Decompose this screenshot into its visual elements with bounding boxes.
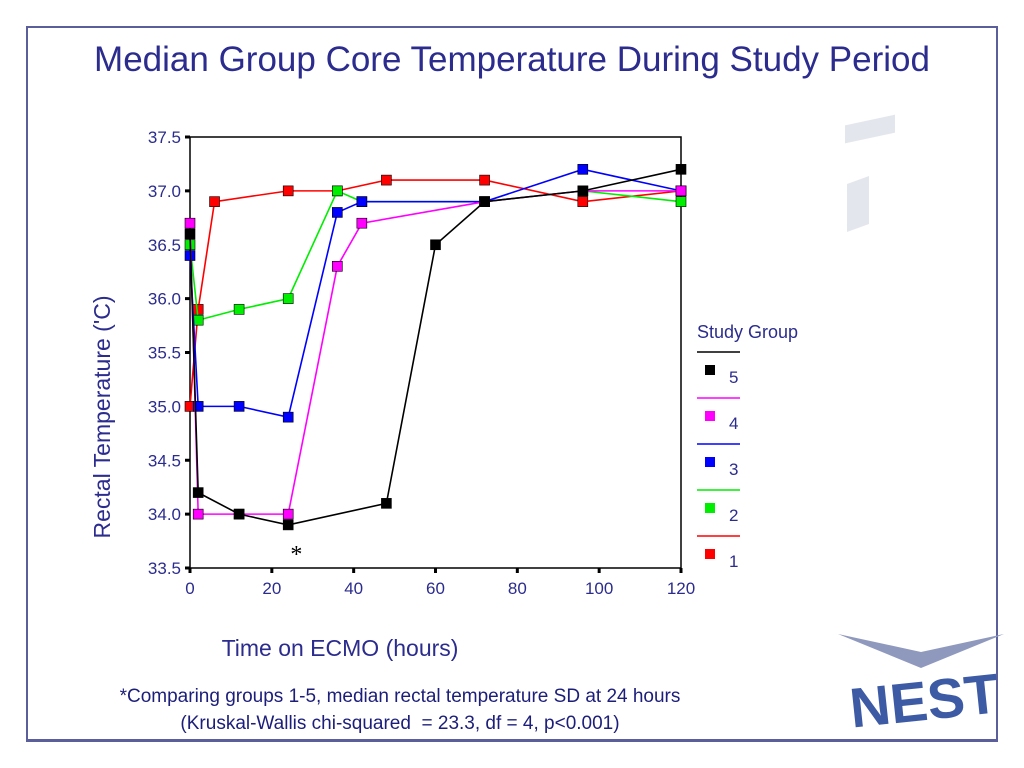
data-point-group-5 (381, 498, 392, 509)
data-point-group-3 (192, 401, 204, 412)
data-point-group-5 (282, 519, 294, 531)
data-point-group-5 (479, 196, 490, 207)
legend-marker-group-5 (705, 365, 715, 375)
data-point-group-4 (192, 508, 204, 520)
y-axis-label: Rectal Temperature ('C) (89, 296, 115, 539)
data-point-group-4 (331, 260, 343, 272)
data-point-group-1 (381, 174, 392, 186)
series-line-group-5 (189, 168, 682, 526)
series-line-group-1 (189, 179, 682, 407)
legend-title: Study Group (697, 322, 798, 342)
y-tick-label: 36.5 (148, 236, 181, 255)
logo-arrow-icon (838, 634, 1004, 668)
data-point-group-2 (675, 196, 687, 207)
data-point-group-4 (184, 217, 196, 229)
y-tick-label: 34.0 (148, 505, 181, 524)
y-tick-label: 35.5 (148, 344, 181, 363)
data-point-group-5 (577, 185, 589, 197)
legend-marker-group-1 (705, 549, 715, 559)
x-tick-label: 80 (508, 579, 527, 598)
x-axis-label: Time on ECMO (hours) (222, 635, 459, 661)
y-tick-label: 37.0 (148, 182, 181, 201)
nest-logo: NEST (838, 634, 1004, 738)
y-tick-label: 36.0 (148, 290, 181, 309)
legend-label-group-3: 3 (729, 460, 738, 479)
data-point-group-1 (209, 196, 220, 207)
legend-label-group-4: 4 (729, 414, 738, 433)
data-point-group-5 (430, 239, 441, 251)
data-point-group-3 (356, 196, 368, 207)
x-tick-label: 120 (667, 579, 695, 598)
data-point-group-3 (233, 401, 245, 412)
data-point-group-5 (233, 508, 245, 520)
x-tick-label: 0 (185, 579, 194, 598)
slide-frame (26, 26, 998, 742)
data-point-group-5 (192, 487, 204, 498)
series-line-group-4 (189, 190, 681, 515)
data-point-group-2 (192, 314, 204, 326)
x-tick-label: 100 (585, 579, 613, 598)
data-point-group-3 (282, 411, 294, 423)
legend-label-group-5: 5 (729, 368, 738, 387)
series-line-group-3 (189, 168, 682, 419)
data-point-group-4 (356, 217, 368, 229)
data-point-group-2 (331, 185, 343, 197)
data-point-group-4 (675, 185, 687, 197)
data-point-group-2 (233, 304, 245, 315)
y-tick-label: 34.5 (148, 451, 181, 470)
legend-marker-group-4 (705, 411, 715, 421)
x-tick-label: 20 (262, 579, 281, 598)
legend-marker-group-3 (705, 457, 715, 467)
footnote-line-1: *Comparing groups 1-5, median rectal tem… (119, 686, 681, 707)
data-point-group-4 (282, 508, 294, 520)
legend-marker-group-2 (705, 503, 715, 513)
logo-text: NEST (847, 661, 1002, 738)
data-point-group-1 (577, 196, 589, 207)
data-point-group-1 (282, 185, 294, 197)
y-tick-label: 37.5 (148, 128, 181, 147)
x-tick-label: 40 (344, 579, 363, 598)
legend-label-group-1: 1 (729, 552, 738, 571)
data-point-group-1 (479, 174, 490, 186)
data-point-group-5 (184, 228, 196, 240)
x-tick-label: 60 (426, 579, 445, 598)
data-point-group-2 (282, 293, 294, 304)
slide-title: Median Group Core Temperature During Stu… (94, 40, 930, 79)
data-point-group-3 (331, 207, 343, 218)
footnote-line-2: (Kruskal-Wallis chi-squared = 23.3, df =… (180, 713, 620, 734)
significance-annotation: * (290, 542, 302, 568)
data-point-group-3 (577, 164, 589, 175)
y-tick-label: 33.5 (148, 559, 181, 578)
y-tick-label: 35.0 (148, 397, 181, 416)
data-point-group-5 (675, 164, 687, 175)
legend-label-group-2: 2 (729, 506, 738, 525)
